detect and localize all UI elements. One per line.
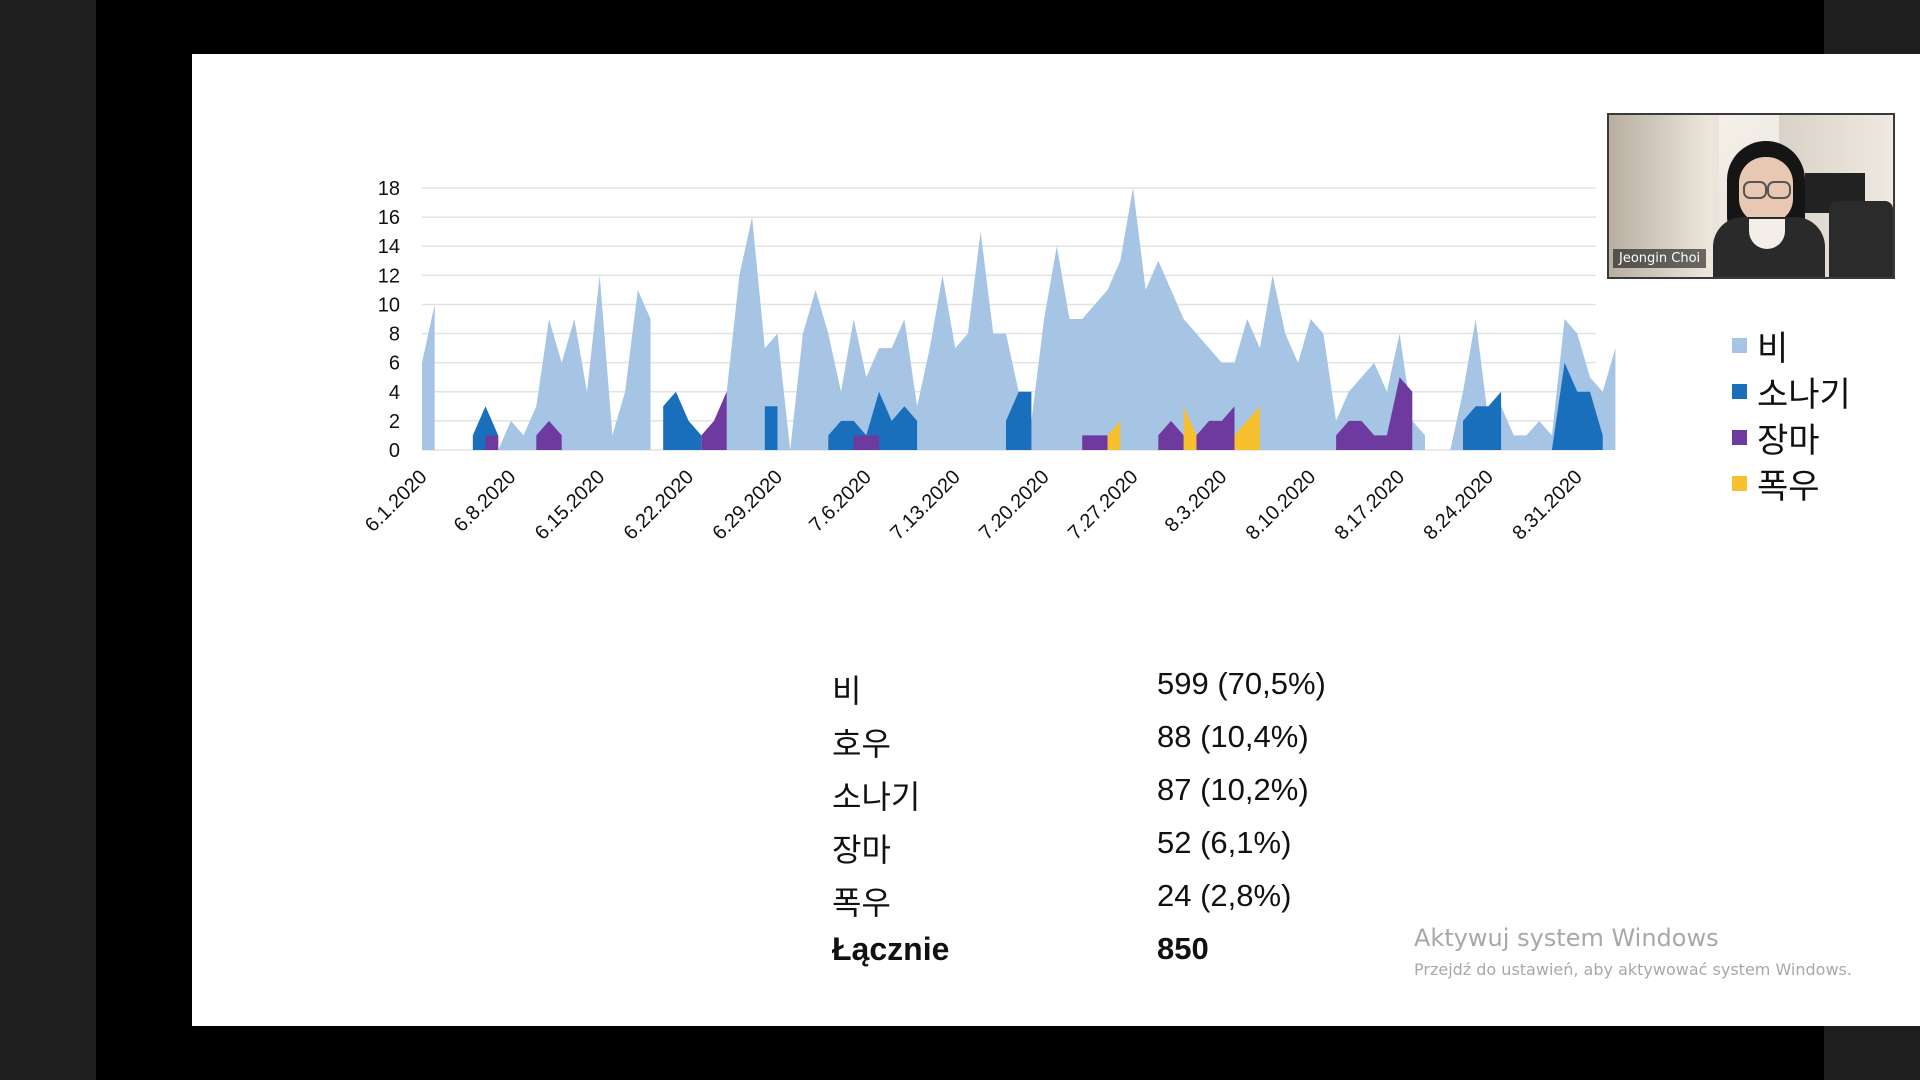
series-area xyxy=(1006,391,1032,450)
x-tick-label: 8.17.2020 xyxy=(1331,466,1409,544)
legend-item: 소나기 xyxy=(1732,368,1851,415)
legend-swatch xyxy=(1732,429,1747,445)
series-area xyxy=(1158,420,1184,450)
watermark-title: Aktywuj system Windows xyxy=(1414,924,1719,952)
stat-label: Łącznie xyxy=(832,931,950,967)
screen-share-view: 0 2 4 6 8 10 12 14 16 18 6.1.2020 6.8.2020 6.15.2020… xyxy=(96,0,1920,1080)
stat-label: 소나기 xyxy=(832,778,921,816)
participant-name-label: Jeongin Choi xyxy=(1613,249,1707,268)
participant-video-tile[interactable]: Jeongin Choi xyxy=(1607,113,1895,279)
y-tick-label: 0 xyxy=(389,440,400,462)
x-tick-label: 8.31.2020 xyxy=(1508,466,1586,544)
x-tick-label: 7.6.2020 xyxy=(805,466,876,537)
y-tick-label: 16 xyxy=(378,207,400,229)
legend-item: 비 xyxy=(1732,322,1851,369)
y-tick-label: 14 xyxy=(378,236,400,258)
x-tick-label: 7.20.2020 xyxy=(975,466,1053,544)
area-chart: 0 2 4 6 8 10 12 14 16 18 6.1.2020 6.8.2020 6.15.2020… xyxy=(361,178,1616,544)
stat-value: 52 (6,1%) xyxy=(1157,825,1292,860)
series-area xyxy=(1234,406,1260,450)
series-area xyxy=(1463,391,1502,450)
stat-value: 88 (10,4%) xyxy=(1157,719,1309,754)
x-tick-label: 7.13.2020 xyxy=(886,466,964,544)
x-tick-label: 6.15.2020 xyxy=(531,466,609,544)
participant-collar xyxy=(1749,219,1785,249)
series-area xyxy=(1183,406,1197,450)
y-tick-label: 4 xyxy=(389,382,400,404)
stat-label: 장마 xyxy=(832,831,891,869)
y-tick-label: 6 xyxy=(389,353,400,375)
series-area xyxy=(663,391,702,450)
series-area xyxy=(1551,362,1603,450)
series-area xyxy=(485,435,499,450)
stat-value: 24 (2,8%) xyxy=(1157,878,1292,913)
x-tick-label: 6.8.2020 xyxy=(450,466,521,537)
stat-label: 폭우 xyxy=(832,884,891,922)
stat-value: 599 (70,5%) xyxy=(1157,666,1326,701)
series-area xyxy=(1107,420,1121,450)
legend-swatch xyxy=(1732,475,1747,491)
series-area xyxy=(1082,435,1108,450)
legend-swatch xyxy=(1732,383,1747,399)
series-area xyxy=(1196,406,1235,450)
windows-activation-watermark: Aktywuj system Windows Przejdź do ustawi… xyxy=(1414,924,1852,979)
series-area xyxy=(828,391,918,450)
stat-label: 호우 xyxy=(832,725,891,763)
y-tick-label: 12 xyxy=(378,265,400,287)
x-tick-label: 7.27.2020 xyxy=(1064,466,1142,544)
watermark-subtitle: Przejdź do ustawień, aby aktywować syste… xyxy=(1414,960,1852,979)
y-tick-label: 8 xyxy=(389,324,400,346)
stat-label: 비 xyxy=(832,672,862,710)
legend-item: 장마 xyxy=(1732,414,1851,461)
x-tick-label: 6.1.2020 xyxy=(361,466,432,537)
legend-swatch xyxy=(1732,337,1747,353)
legend-item: 폭우 xyxy=(1732,460,1851,507)
y-tick-label: 10 xyxy=(378,294,400,316)
x-tick-label: 6.22.2020 xyxy=(620,466,698,544)
y-tick-label: 2 xyxy=(389,411,400,433)
series-area xyxy=(853,435,879,450)
series-area xyxy=(536,420,562,450)
glasses-right xyxy=(1767,181,1791,199)
legend-label: 폭우 xyxy=(1757,466,1820,507)
glasses-left xyxy=(1743,181,1767,199)
legend-label: 소나기 xyxy=(1757,374,1851,415)
legend-label: 장마 xyxy=(1757,420,1820,461)
y-tick-label: 18 xyxy=(378,178,400,200)
x-tick-label: 8.10.2020 xyxy=(1242,466,1320,544)
series-area xyxy=(422,188,1616,450)
series-area xyxy=(1336,377,1413,450)
video-chair xyxy=(1829,201,1893,277)
x-tick-label: 8.3.2020 xyxy=(1161,466,1232,537)
x-tick-label: 8.24.2020 xyxy=(1419,466,1497,544)
series-area xyxy=(764,406,778,450)
stat-value: 850 xyxy=(1157,931,1209,966)
x-tick-label: 6.29.2020 xyxy=(709,466,787,544)
stat-value: 87 (10,2%) xyxy=(1157,772,1309,807)
legend-label: 비 xyxy=(1757,328,1789,369)
series-area xyxy=(701,391,727,450)
